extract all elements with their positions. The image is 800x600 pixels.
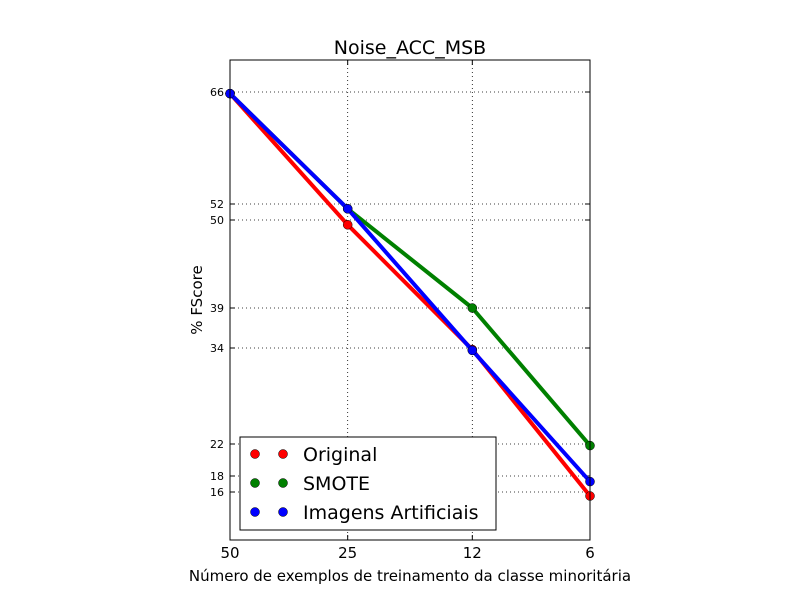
x-tick-label: 6 (585, 544, 595, 562)
data-point (467, 303, 478, 313)
x-axis-label: Número de exemplos de treinamento da cla… (189, 567, 631, 585)
y-tick-label: 52 (210, 198, 224, 211)
series-line (228, 92, 592, 483)
x-tick-label: 50 (220, 544, 239, 562)
x-tick-label: 25 (338, 544, 357, 562)
y-tick-label: 16 (210, 486, 224, 499)
plot-frame (229, 59, 591, 541)
data-point (342, 204, 353, 214)
y-tick-label: 22 (210, 438, 224, 451)
y-axis-label: % FScore (188, 265, 206, 334)
y-tick-label: 66 (210, 86, 224, 99)
legend-label: Original (303, 444, 377, 466)
series-line (228, 92, 592, 498)
series-layer (225, 88, 595, 501)
chart-title: Noise_ACC_MSB (334, 37, 486, 59)
y-tick-label: 39 (210, 302, 224, 315)
y-tick-label: 18 (210, 470, 224, 483)
data-point (342, 220, 353, 230)
data-point (467, 345, 478, 356)
y-tick-label: 34 (210, 342, 224, 355)
legend-label: Imagens Artificiais (303, 502, 479, 524)
y-tick-label: 50 (210, 214, 224, 227)
x-tick-label: 12 (463, 544, 482, 562)
legend-marker (250, 507, 260, 517)
legend-marker (278, 478, 288, 488)
legend-marker (278, 449, 288, 459)
legend: Original SMOTE Imagens Artificiais (239, 436, 497, 531)
legend-marker (278, 507, 288, 517)
legend-marker (250, 449, 260, 459)
legend-label: SMOTE (303, 473, 370, 495)
legend-marker (250, 478, 260, 488)
